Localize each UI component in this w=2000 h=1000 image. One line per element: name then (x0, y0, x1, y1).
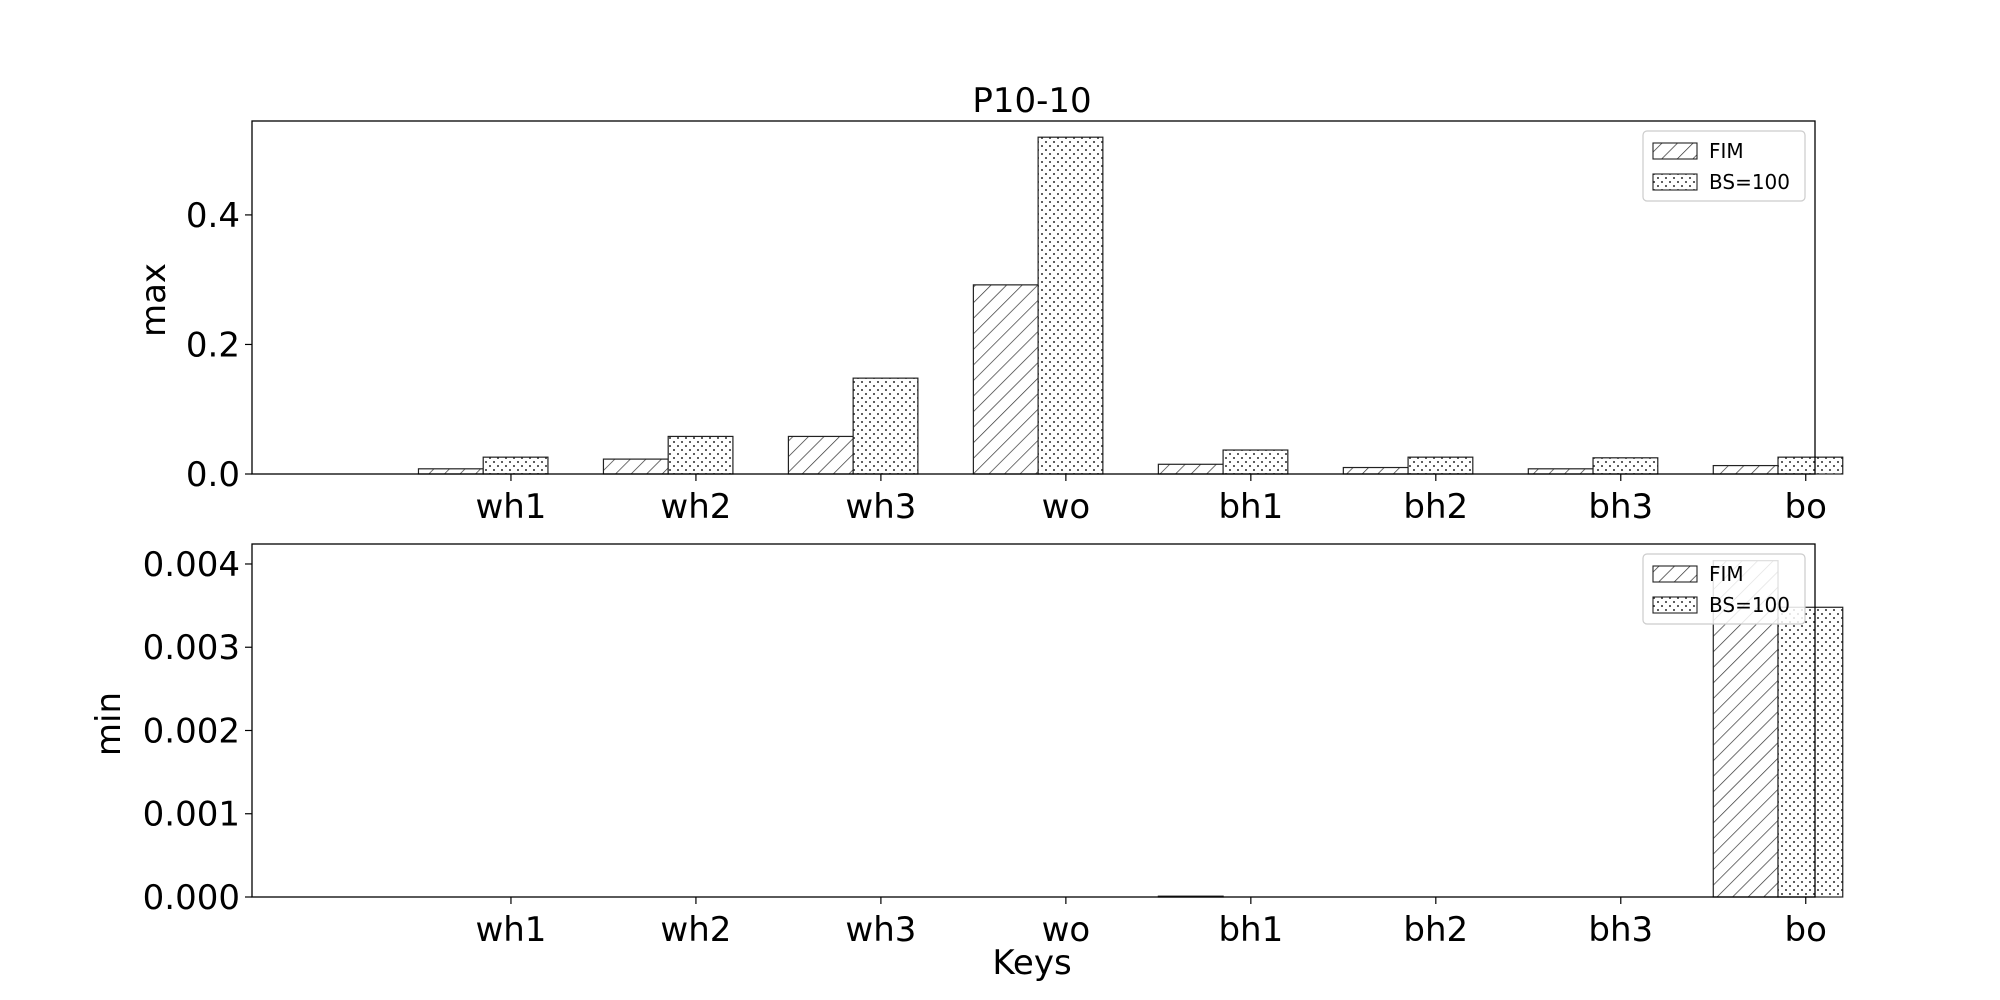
legend: FIM BS=100 (1642, 553, 1806, 625)
legend-label: BS=100 (1709, 593, 1790, 617)
bar-bs-100-bh2 (1407, 456, 1474, 475)
y-tick-label: 0.2 (186, 325, 240, 365)
legend: FIM BS=100 (1642, 130, 1806, 202)
axes-frame (251, 543, 1816, 898)
x-tick-label: wh1 (475, 487, 546, 527)
max-panel: wh1 wh2 wh3 wo bh1 bh2 bh3 bo 0.0 0.2 0.4 max FIM BS=… (134, 120, 1844, 527)
x-tick-label: bh3 (1588, 487, 1653, 527)
legend-swatch (1652, 565, 1698, 583)
x-tick-label: bh1 (1218, 910, 1283, 950)
figure-title: P10-10 (972, 81, 1091, 121)
x-tick-label: bo (1785, 910, 1827, 950)
legend-label: BS=100 (1709, 170, 1790, 194)
y-tick-label: 0.000 (143, 878, 240, 918)
x-tick-label: wh1 (475, 910, 546, 950)
bar-bs-100-bh1 (1222, 449, 1289, 475)
bar-bs-100-bo (1777, 456, 1844, 475)
bar-bs-100-wh2 (667, 435, 734, 475)
y-tick-label: 0.4 (186, 196, 240, 236)
y-tick-label: 0.003 (143, 628, 240, 668)
bar-fim-bo (1712, 464, 1779, 475)
y-tick-label: 0.0 (186, 455, 240, 495)
y-axis-label: min (89, 692, 129, 756)
x-tick-label: wo (1042, 487, 1091, 527)
legend-label: FIM (1709, 562, 1744, 586)
x-tick-label: wh3 (845, 487, 916, 527)
bar-fim-wh1 (417, 468, 484, 475)
y-axis-label: max (134, 263, 174, 337)
x-axis-label: Keys (992, 943, 1071, 983)
bar-fim-wh2 (602, 458, 669, 475)
legend-swatch (1652, 142, 1698, 160)
min-panel: wh1 wh2 wh3 wo bh1 bh2 bh3 bo 0.000 0.001 0.002 0.0… (89, 543, 1844, 950)
x-tick-label: bh2 (1403, 910, 1468, 950)
bar-fim-wo (972, 284, 1039, 475)
y-tick-label: 0.002 (143, 711, 240, 751)
bar-fim-wh3 (787, 435, 854, 475)
bar-bs-100-bo (1777, 606, 1844, 898)
x-tick-label: bh1 (1218, 487, 1283, 527)
bar-fim-bh2 (1342, 466, 1409, 475)
x-tick-label: wh2 (660, 910, 731, 950)
legend-swatch (1652, 596, 1698, 614)
x-tick-label: bh3 (1588, 910, 1653, 950)
y-tick-label: 0.004 (143, 545, 240, 585)
x-tick-label: wo (1042, 910, 1091, 950)
y-tick-label: 0.001 (143, 795, 240, 835)
bar-bs-100-wo (1037, 136, 1104, 475)
bar-fim-bh1 (1157, 463, 1224, 475)
legend-swatch (1652, 173, 1698, 191)
bar-fim-bh3 (1527, 468, 1594, 475)
bar-bs-100-bh3 (1592, 457, 1659, 475)
axes-frame (251, 120, 1816, 475)
bar-bs-100-wh3 (852, 377, 919, 475)
legend-label: FIM (1709, 139, 1744, 163)
x-tick-label: wh3 (845, 910, 916, 950)
x-tick-label: bo (1785, 487, 1827, 527)
x-tick-label: wh2 (660, 487, 731, 527)
bar-bs-100-wh1 (482, 456, 549, 475)
x-tick-label: bh2 (1403, 487, 1468, 527)
